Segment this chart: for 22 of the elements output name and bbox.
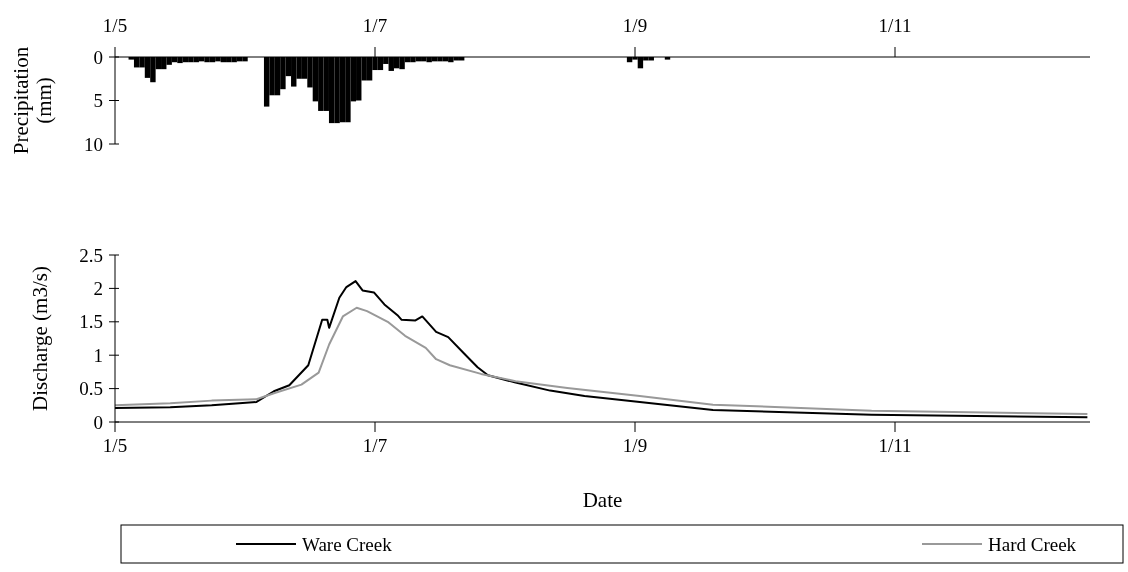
y-tick-label: 0 bbox=[93, 411, 103, 433]
y-tick-label: 0 bbox=[93, 46, 103, 68]
y-tick-label: 2.5 bbox=[79, 244, 103, 266]
x-tick-label: 1/5 bbox=[102, 15, 128, 36]
y-tick-label: 1 bbox=[93, 344, 103, 366]
x-tick-label: 1/9 bbox=[622, 435, 648, 456]
y-axis-title: Discharge (m3/s) bbox=[28, 266, 53, 411]
y-tick-label: 0.5 bbox=[79, 378, 103, 400]
x-tick-label: 1/5 bbox=[102, 435, 128, 456]
y-tick-label: 1.5 bbox=[79, 311, 103, 333]
x-tick-label: 1/7 bbox=[362, 15, 388, 36]
y-tick-label: 5 bbox=[93, 90, 103, 112]
legend-label: Ware Creek bbox=[302, 533, 393, 555]
y-tick-label: 10 bbox=[84, 133, 103, 155]
x-axis-title: Date bbox=[582, 488, 623, 512]
y-axis-title: Precipitation (mm) bbox=[8, 46, 56, 155]
x-tick-label: 1/11 bbox=[878, 15, 912, 36]
x-tick-label: 1/7 bbox=[362, 435, 388, 456]
y-tick-label: 2 bbox=[93, 278, 103, 300]
x-tick-label: 1/11 bbox=[878, 435, 912, 456]
x-tick-label: 1/9 bbox=[622, 15, 648, 36]
legend-label: Hard Creek bbox=[988, 533, 1077, 555]
